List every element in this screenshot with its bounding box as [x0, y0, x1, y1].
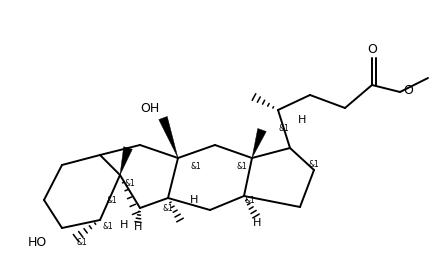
Text: O: O	[403, 83, 413, 96]
Text: H: H	[298, 115, 306, 125]
Text: &1: &1	[245, 195, 255, 205]
Text: H: H	[120, 220, 128, 230]
Text: &1: &1	[279, 123, 289, 133]
Text: &1: &1	[163, 203, 173, 212]
Polygon shape	[120, 147, 132, 175]
Text: H: H	[253, 218, 261, 228]
Text: &1: &1	[107, 195, 118, 205]
Text: &1: &1	[236, 162, 247, 170]
Text: OH: OH	[140, 101, 160, 115]
Text: H: H	[134, 222, 142, 232]
Text: &1: &1	[76, 237, 87, 247]
Polygon shape	[159, 116, 178, 158]
Polygon shape	[252, 128, 266, 158]
Text: &1: &1	[125, 178, 135, 187]
Text: H: H	[190, 195, 198, 205]
Text: &1: &1	[309, 160, 319, 168]
Text: HO: HO	[28, 235, 47, 249]
Text: O: O	[367, 43, 377, 56]
Text: &1: &1	[103, 222, 113, 230]
Text: &1: &1	[191, 162, 201, 170]
